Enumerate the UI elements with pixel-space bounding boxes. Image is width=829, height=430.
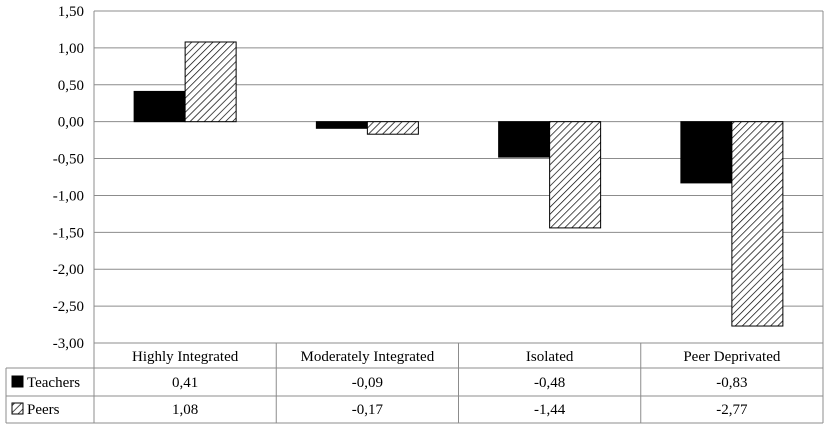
legend-label-teachers: Teachers <box>27 375 80 391</box>
category-label: Peer Deprivated <box>683 349 781 365</box>
y-tick-label: 0,50 <box>58 78 84 94</box>
y-tick-label: -1,00 <box>53 188 84 204</box>
y-tick-label: 1,00 <box>58 41 84 57</box>
data-label: -0,83 <box>716 375 747 391</box>
bar-peers-3 <box>731 121 784 327</box>
bar-peers-2 <box>549 121 602 229</box>
data-label: 0,41 <box>172 375 198 391</box>
bar-teachers-0 <box>133 90 186 123</box>
legend-label-peers: Peers <box>27 402 60 418</box>
bar-teachers-3 <box>680 121 733 184</box>
legend-key-peers <box>11 402 24 415</box>
data-label: -2,77 <box>716 402 748 418</box>
legend-key-teachers <box>11 375 24 388</box>
category-label: Highly Integrated <box>132 349 239 365</box>
bar-teachers-2 <box>498 121 551 158</box>
data-label: -0,17 <box>352 402 384 418</box>
y-tick-label: -2,00 <box>53 262 84 278</box>
y-tick-label: -1,50 <box>53 225 84 241</box>
data-label: -1,44 <box>534 402 566 418</box>
bar-peers-0 <box>184 41 237 123</box>
bar-peers-1 <box>366 121 419 135</box>
y-tick-label: -2,50 <box>53 299 84 315</box>
y-tick-label: -3,00 <box>53 336 84 352</box>
y-tick-label: -0,50 <box>53 152 84 168</box>
category-label: Isolated <box>526 349 574 365</box>
data-label: -0,09 <box>352 375 383 391</box>
y-tick-label: 1,50 <box>58 4 84 20</box>
y-tick-label: 0,00 <box>58 115 84 131</box>
bar-teachers-1 <box>315 121 368 129</box>
data-label: 1,08 <box>172 402 198 418</box>
category-label: Moderately Integrated <box>301 349 435 365</box>
data-label: -0,48 <box>534 375 565 391</box>
